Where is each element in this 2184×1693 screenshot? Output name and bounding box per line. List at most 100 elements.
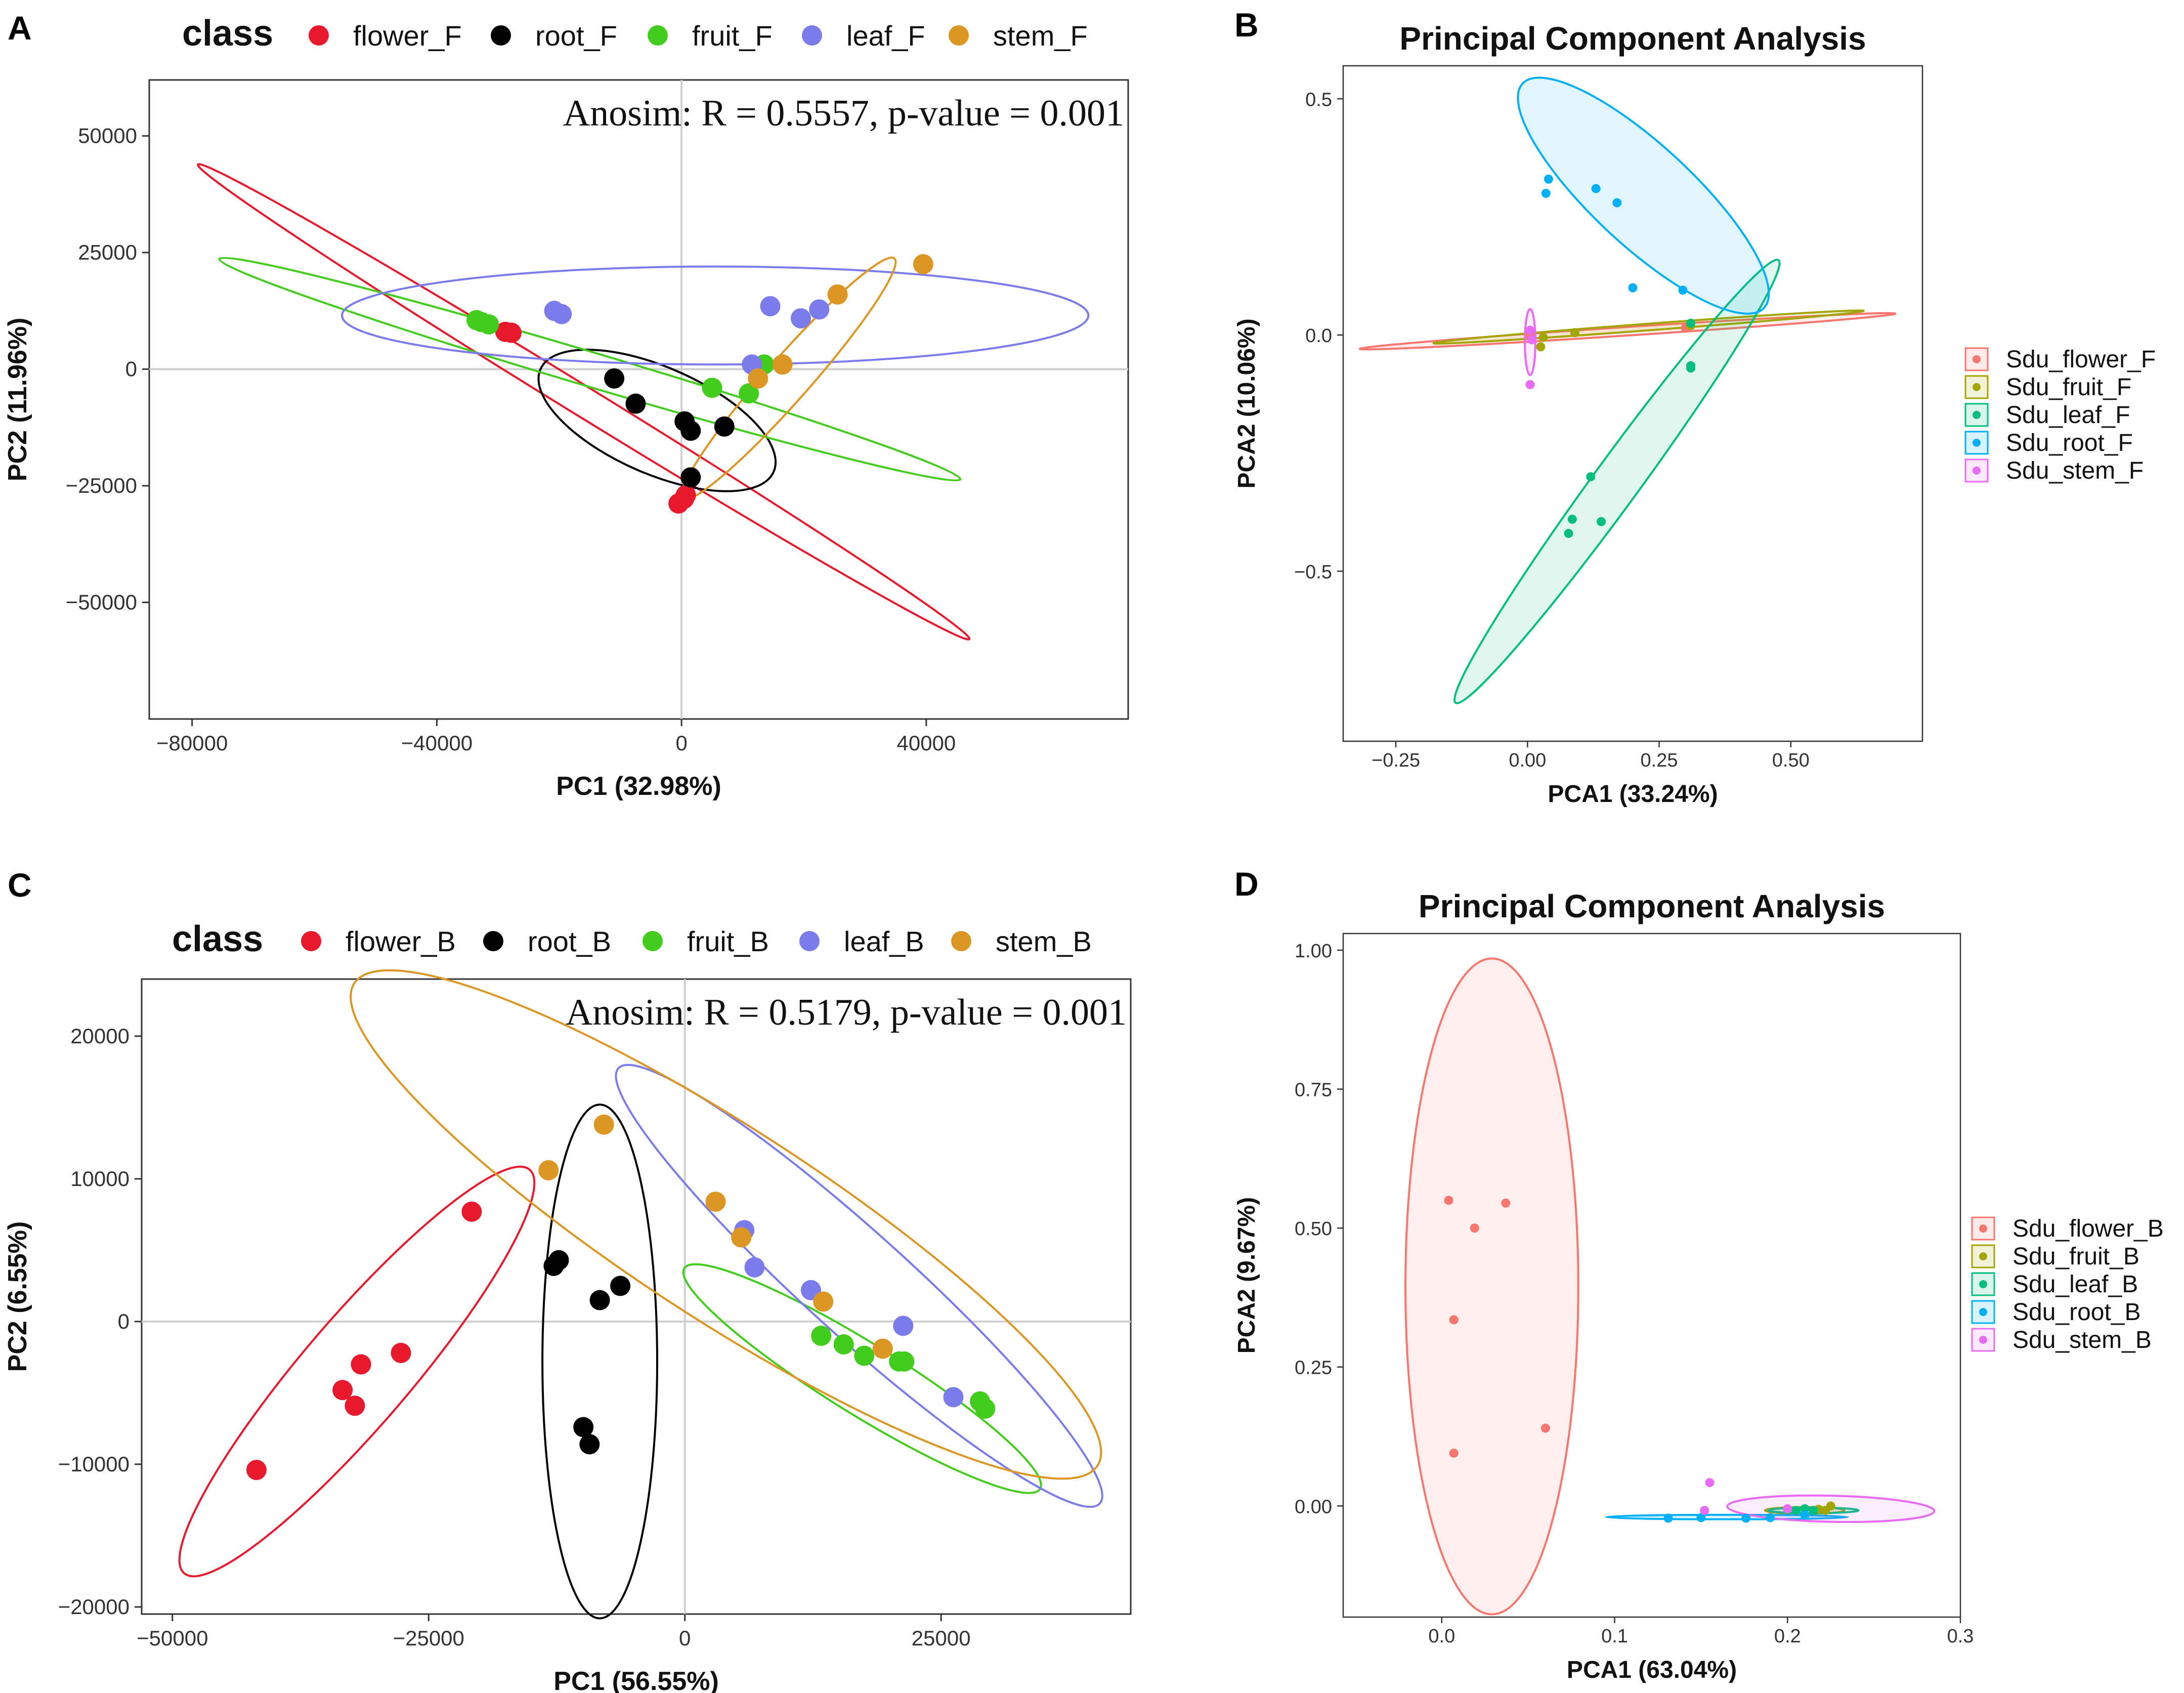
data-point-root_F bbox=[604, 368, 625, 389]
data-point-Sdu_fruit_F bbox=[1538, 332, 1548, 342]
chart-title: Principal Component Analysis bbox=[1419, 888, 1885, 924]
x-axis-title: PCA1 (33.24%) bbox=[1548, 781, 1718, 808]
data-point-root_B bbox=[548, 1250, 569, 1271]
ellipse-leaf_B bbox=[615, 1064, 1103, 1508]
legend-title: class bbox=[182, 13, 273, 54]
data-point-leaf_F bbox=[551, 304, 572, 324]
legend-key-dot bbox=[1973, 383, 1981, 391]
chart-title: Principal Component Analysis bbox=[1399, 20, 1866, 57]
data-point-root_B bbox=[573, 1417, 594, 1437]
data-point-flower_B bbox=[351, 1354, 371, 1375]
x-axis-title: PC1 (32.98%) bbox=[556, 772, 721, 801]
data-point-root_B bbox=[589, 1290, 610, 1310]
data-point-flower_B bbox=[332, 1380, 353, 1401]
x-tick-label: 0.1 bbox=[1601, 1626, 1628, 1647]
data-point-stem_B bbox=[813, 1291, 834, 1312]
y-tick-label: 10000 bbox=[70, 1167, 130, 1191]
data-point-Sdu_stem_B bbox=[1783, 1504, 1792, 1513]
data-point-fruit_B bbox=[894, 1351, 915, 1372]
y-tick-label: 1.00 bbox=[1295, 941, 1332, 962]
ellipse-flower_B bbox=[178, 1165, 536, 1578]
legend-key-stem_F bbox=[949, 25, 969, 46]
legend-label: Sdu_leaf_B bbox=[2012, 1271, 2138, 1298]
x-axis-title: PC1 (56.55%) bbox=[553, 1667, 719, 1693]
data-point-leaf_F bbox=[760, 296, 781, 317]
data-point-flower_F bbox=[501, 322, 522, 343]
y-tick-label: 0.00 bbox=[1295, 1496, 1332, 1517]
data-point-root_B bbox=[610, 1276, 631, 1296]
data-point-Sdu_leaf_F bbox=[1564, 529, 1573, 538]
legend-label: Sdu_stem_B bbox=[2012, 1327, 2152, 1353]
x-tick-label: 0 bbox=[675, 731, 687, 755]
data-point-Sdu_fruit_B bbox=[1821, 1506, 1830, 1515]
panel-label: A bbox=[8, 9, 32, 47]
data-point-fruit_B bbox=[975, 1398, 996, 1419]
data-point-stem_B bbox=[872, 1338, 893, 1359]
panel-label: C bbox=[8, 866, 32, 904]
legend-label: stem_B bbox=[996, 925, 1092, 957]
legend-label: Sdu_leaf_F bbox=[2006, 402, 2130, 429]
data-point-Sdu_root_F bbox=[1628, 283, 1638, 292]
y-tick-label: −50000 bbox=[66, 590, 137, 614]
y-tick-label: −25000 bbox=[66, 474, 137, 497]
plot-frame bbox=[148, 79, 1129, 720]
ellipse-stem_F bbox=[680, 257, 897, 500]
y-tick-label: 50000 bbox=[78, 124, 137, 148]
y-tick-label: −10000 bbox=[58, 1452, 130, 1476]
data-point-stem_F bbox=[827, 284, 848, 305]
data-point-root_F bbox=[680, 467, 701, 488]
ellipse-fruit_F bbox=[218, 257, 962, 482]
y-tick-label: 0 bbox=[125, 357, 137, 381]
legend-key-stem_B bbox=[951, 931, 971, 951]
data-point-root_B bbox=[579, 1434, 600, 1455]
legend-key-dot bbox=[1973, 439, 1981, 447]
ellipse-leaf_F bbox=[340, 265, 1090, 366]
legend-title: class bbox=[172, 919, 263, 959]
x-tick-label: 0.2 bbox=[1774, 1626, 1801, 1647]
legend-label: stem_F bbox=[993, 20, 1088, 52]
legend-key-Sdu_leaf_B bbox=[1971, 1272, 1995, 1296]
ellipse-stem_B bbox=[350, 969, 1102, 1480]
data-point-flower_B bbox=[246, 1460, 267, 1480]
legend-key-Sdu_fruit_F bbox=[1964, 375, 1989, 399]
data-point-Sdu_flower_B bbox=[1540, 1423, 1550, 1433]
x-tick-label: −80000 bbox=[156, 731, 228, 755]
x-tick-label: −0.25 bbox=[1372, 750, 1420, 771]
data-point-fruit_F bbox=[739, 383, 759, 404]
panel-a: A −80000 −40000 0 40000 50000 25000 0 −25000 −500… bbox=[3, 9, 1129, 801]
ellipse-Sdu_root_F bbox=[1517, 76, 1770, 315]
legend-key-Sdu_leaf_F bbox=[1964, 403, 1989, 427]
legend-label: Sdu_flower_B bbox=[2012, 1215, 2164, 1242]
y-tick-label: 0.25 bbox=[1295, 1358, 1332, 1379]
x-tick-label: −40000 bbox=[401, 731, 473, 755]
legend-key-dot bbox=[1979, 1252, 1987, 1260]
data-point-Sdu_stem_B bbox=[1700, 1506, 1709, 1515]
x-tick-label: 0.00 bbox=[1509, 750, 1546, 771]
legend-key-dot bbox=[1979, 1224, 1987, 1233]
data-point-Sdu_root_F bbox=[1678, 285, 1688, 295]
legend-key-fruit_B bbox=[643, 931, 663, 951]
data-point-Sdu_flower_B bbox=[1470, 1223, 1479, 1233]
data-point-Sdu_root_B bbox=[1800, 1510, 1810, 1519]
legend-label: flower_F bbox=[353, 20, 462, 52]
x-tick-label: 0.50 bbox=[1772, 750, 1810, 771]
data-point-leaf_B bbox=[744, 1257, 765, 1278]
legend-key-dot bbox=[1973, 467, 1981, 475]
data-point-leaf_B bbox=[943, 1387, 964, 1408]
legend-label: root_F bbox=[535, 20, 617, 52]
y-axis-title: PCA2 (10.06%) bbox=[1233, 318, 1260, 488]
data-point-Sdu_stem_F bbox=[1525, 325, 1535, 335]
panel-b: B −0.25 0.00 0.25 0.50 0.5 0.0 −0.5 PCA1 (33.24%… bbox=[1233, 6, 2156, 808]
x-tick-label: 25000 bbox=[912, 1626, 971, 1650]
data-point-root_F bbox=[625, 393, 646, 414]
y-axis-title: PC2 (11.96%) bbox=[3, 318, 32, 482]
y-tick-label: 0.0 bbox=[1305, 325, 1332, 347]
legend-key-root_F bbox=[491, 25, 511, 46]
data-point-Sdu_flower_B bbox=[1449, 1315, 1459, 1325]
panel-label: B bbox=[1234, 6, 1259, 44]
legend-key-dot bbox=[1979, 1308, 1987, 1316]
legend-key-Sdu_fruit_B bbox=[1971, 1244, 1995, 1268]
ellipse-root_F bbox=[537, 349, 777, 492]
data-point-Sdu_root_F bbox=[1612, 198, 1622, 207]
